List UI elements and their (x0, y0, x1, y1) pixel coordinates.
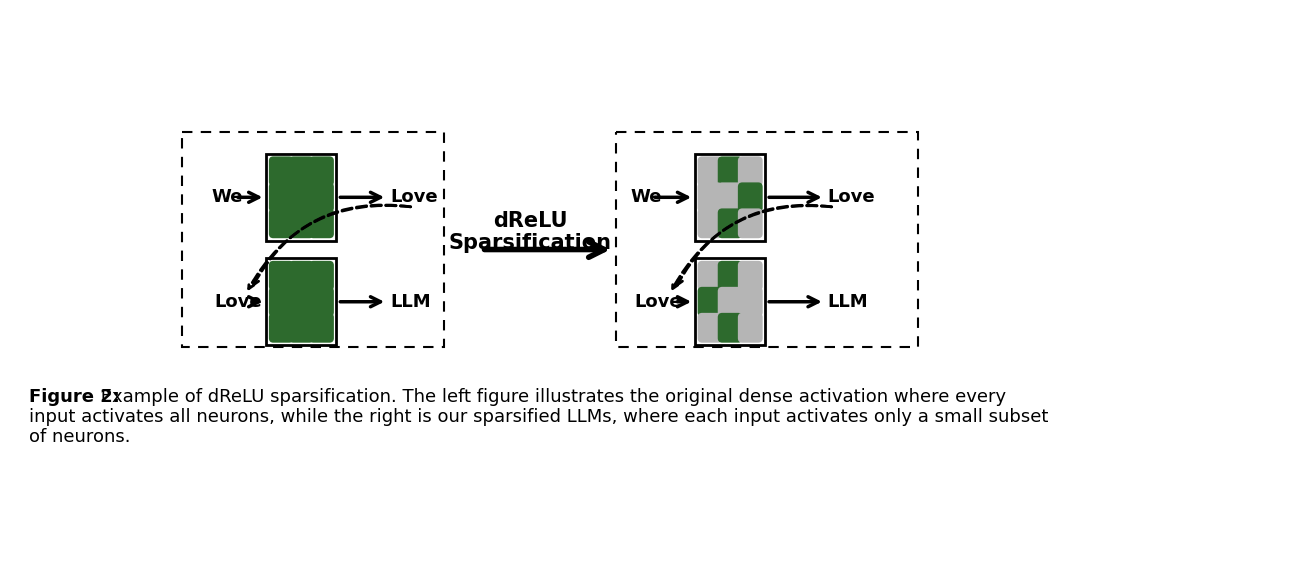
FancyBboxPatch shape (718, 261, 743, 291)
FancyBboxPatch shape (738, 156, 763, 186)
FancyBboxPatch shape (738, 261, 763, 291)
Text: of neurons.: of neurons. (29, 428, 129, 446)
Text: dReLU: dReLU (493, 211, 568, 231)
FancyBboxPatch shape (309, 313, 334, 343)
FancyBboxPatch shape (718, 313, 743, 343)
Bar (183, 132, 443, 347)
FancyBboxPatch shape (289, 182, 314, 212)
FancyBboxPatch shape (309, 261, 334, 291)
Text: input activates all neurons, while the right is our sparsified LLMs, where each : input activates all neurons, while the r… (29, 408, 1048, 426)
FancyBboxPatch shape (697, 313, 722, 343)
FancyBboxPatch shape (269, 313, 294, 343)
Text: Love: Love (828, 188, 875, 206)
Text: Love: Love (390, 188, 438, 206)
Text: Figure 2:: Figure 2: (29, 389, 119, 406)
FancyBboxPatch shape (309, 287, 334, 317)
FancyBboxPatch shape (269, 209, 294, 238)
FancyBboxPatch shape (697, 287, 722, 317)
FancyBboxPatch shape (718, 156, 743, 186)
FancyBboxPatch shape (738, 313, 763, 343)
Bar (695, 154, 765, 241)
Text: Example of dReLU sparsification. The left figure illustrates the original dense : Example of dReLU sparsification. The lef… (94, 389, 1006, 406)
FancyBboxPatch shape (289, 261, 314, 291)
FancyBboxPatch shape (289, 313, 314, 343)
FancyBboxPatch shape (738, 287, 763, 317)
Text: Love: Love (634, 293, 683, 311)
FancyBboxPatch shape (289, 209, 314, 238)
Bar (267, 154, 336, 241)
FancyBboxPatch shape (289, 156, 314, 186)
FancyBboxPatch shape (269, 182, 294, 212)
FancyBboxPatch shape (309, 182, 334, 212)
FancyBboxPatch shape (697, 156, 722, 186)
FancyBboxPatch shape (289, 287, 314, 317)
Bar (616, 132, 918, 347)
Bar (267, 258, 336, 345)
FancyBboxPatch shape (718, 209, 743, 238)
FancyBboxPatch shape (269, 261, 294, 291)
Text: We: We (630, 188, 662, 206)
FancyBboxPatch shape (309, 209, 334, 238)
FancyBboxPatch shape (718, 287, 743, 317)
Text: We: We (212, 188, 243, 206)
Bar (695, 258, 765, 345)
FancyBboxPatch shape (269, 287, 294, 317)
Text: Love: Love (215, 293, 263, 311)
FancyBboxPatch shape (697, 182, 722, 212)
FancyBboxPatch shape (697, 209, 722, 238)
Text: LLM: LLM (828, 293, 869, 311)
FancyBboxPatch shape (738, 182, 763, 212)
FancyBboxPatch shape (309, 156, 334, 186)
FancyBboxPatch shape (697, 261, 722, 291)
Text: LLM: LLM (390, 293, 430, 311)
FancyBboxPatch shape (269, 156, 294, 186)
FancyBboxPatch shape (738, 209, 763, 238)
Text: Sparsification: Sparsification (449, 233, 612, 253)
FancyBboxPatch shape (718, 182, 743, 212)
